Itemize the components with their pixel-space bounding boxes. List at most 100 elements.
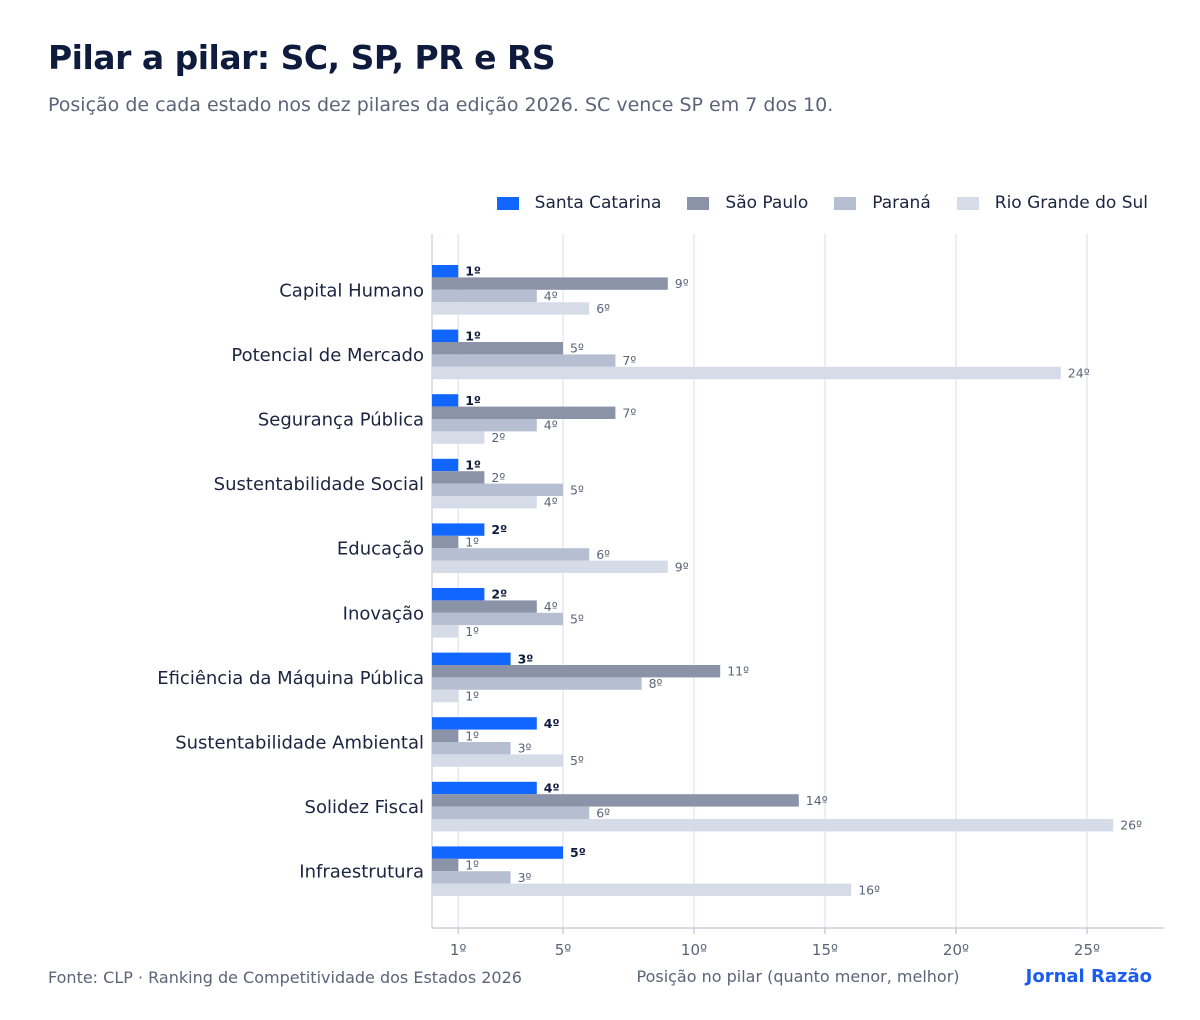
bar [432, 535, 459, 549]
category-label: Sustentabilidade Social [214, 474, 424, 495]
data-label: 2º [491, 470, 505, 485]
data-label: 1º [465, 728, 479, 743]
data-label: 8º [649, 676, 663, 691]
data-label: 3º [518, 870, 532, 885]
legend-item-parana: Paraná [834, 193, 931, 213]
bar [432, 781, 537, 795]
category-label: Inovação [343, 603, 424, 624]
category-label: Eficiência da Máquina Pública [157, 668, 424, 689]
data-label: 2º [491, 587, 507, 602]
legend-swatch [687, 196, 710, 210]
bar [432, 600, 537, 613]
category-label: Educação [337, 539, 424, 560]
bar [432, 665, 721, 678]
data-label: 2º [491, 430, 505, 445]
chart-title: Pilar a pilar: SC, SP, PR e RS [48, 38, 556, 77]
bar [432, 871, 511, 884]
bar [432, 612, 563, 626]
data-label: 16º [858, 882, 880, 897]
category-label: Potencial de Mercado [231, 345, 424, 366]
data-label: 9º [675, 276, 689, 291]
bar [432, 277, 668, 290]
brand-logo: Jornal Razão [1025, 966, 1152, 987]
bar [432, 883, 852, 896]
bar [432, 652, 511, 665]
data-label: 6º [596, 301, 610, 316]
data-label: 5º [570, 845, 586, 860]
category-label: Sustentabilidade Ambiental [175, 733, 424, 754]
bar [432, 458, 459, 472]
bar [432, 560, 668, 573]
x-tick-label: 5º [555, 941, 572, 959]
data-label: 5º [570, 753, 584, 768]
data-label: 1º [465, 535, 479, 550]
x-axis-title: Posição no pilar (quanto menor, melhor) [636, 967, 959, 986]
bar [432, 483, 563, 496]
data-label: 5º [570, 482, 584, 497]
data-label: 24º [1068, 366, 1090, 381]
bar [432, 625, 459, 638]
data-label: 1º [465, 264, 481, 279]
category-label: Segurança Pública [258, 410, 424, 431]
data-label: 3º [518, 651, 534, 666]
data-label: 4º [544, 495, 558, 510]
legend-swatch [956, 196, 979, 210]
bar [432, 819, 1114, 832]
bar [432, 342, 563, 355]
bar [432, 729, 459, 742]
data-label: 11º [727, 664, 749, 679]
x-tick-label: 25º [1074, 941, 1100, 959]
data-label: 4º [544, 599, 558, 614]
legend-swatch [496, 196, 519, 210]
data-label: 4º [544, 716, 560, 731]
legend-item-rio-grande-do-sul: Rio Grande do Sul [956, 193, 1148, 213]
data-label: 1º [465, 328, 481, 343]
category-label: Solidez Fiscal [305, 797, 424, 818]
data-label: 1º [465, 393, 481, 408]
bar [432, 846, 563, 859]
data-label: 4º [544, 289, 558, 304]
legend-item-santa-catarina: Santa Catarina [496, 193, 662, 213]
bar [432, 548, 590, 561]
x-tick-label: 15º [812, 941, 838, 959]
category-label: Infraestrutura [299, 862, 424, 883]
bar [432, 523, 485, 536]
legend-item-sao-paulo: São Paulo [687, 193, 808, 213]
bar [432, 265, 459, 278]
data-label: 5º [570, 612, 584, 627]
bar [432, 677, 642, 690]
x-tick-label: 20º [943, 941, 969, 959]
legend-label: Rio Grande do Sul [994, 193, 1148, 213]
bar [432, 289, 537, 303]
data-label: 7º [622, 405, 636, 420]
bar [432, 431, 485, 444]
bar [432, 406, 616, 419]
data-label: 2º [491, 522, 507, 537]
data-label: 1º [465, 858, 479, 873]
x-tick-label: 10º [681, 941, 707, 959]
legend-swatch [834, 196, 857, 210]
data-label: 26º [1120, 818, 1142, 833]
chart-subtitle: Posição de cada estado nos dez pilares d… [48, 94, 834, 116]
bar [432, 806, 590, 819]
data-label: 4º [544, 418, 558, 433]
bar [432, 858, 459, 872]
bar [432, 419, 537, 432]
bar [432, 302, 590, 315]
bar [432, 471, 485, 484]
data-label: 4º [544, 781, 560, 796]
chart-legend: Santa Catarina São Paulo Paraná Rio Gran… [471, 193, 1148, 213]
bar [432, 394, 459, 407]
legend-label: Santa Catarina [534, 193, 662, 213]
data-label: 1º [465, 689, 479, 704]
bar [432, 754, 563, 767]
data-label: 1º [465, 458, 481, 473]
bar [432, 588, 485, 601]
data-label: 9º [675, 559, 689, 574]
bar [432, 794, 799, 807]
legend-label: Paraná [872, 193, 931, 213]
bar [432, 354, 616, 367]
data-label: 7º [622, 353, 636, 368]
bar [432, 366, 1061, 380]
